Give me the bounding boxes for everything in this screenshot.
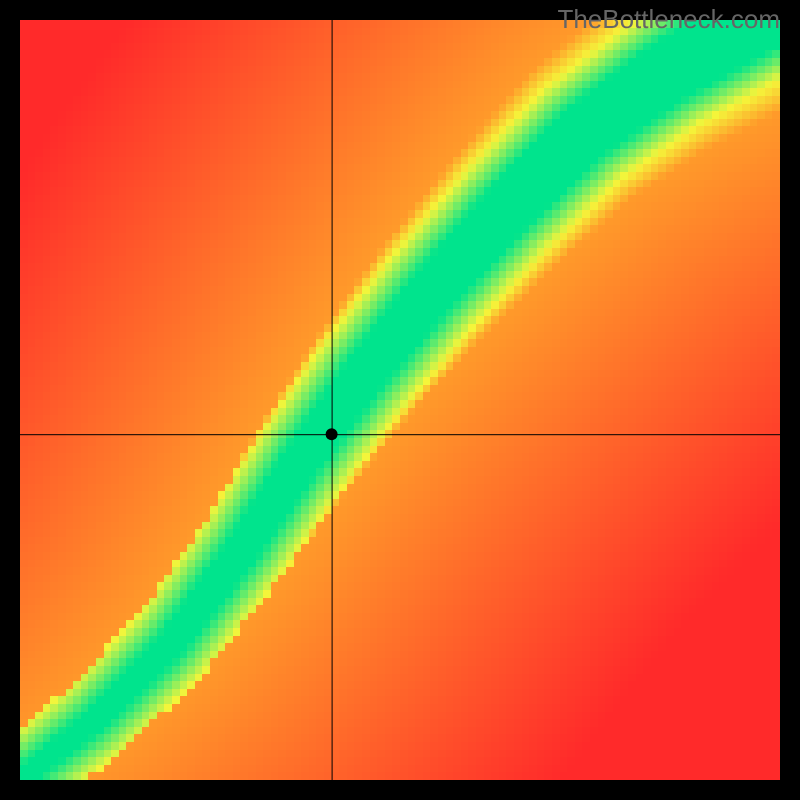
heatmap-canvas xyxy=(0,0,800,800)
chart-container: TheBottleneck.com xyxy=(0,0,800,800)
watermark-text: TheBottleneck.com xyxy=(557,4,780,35)
